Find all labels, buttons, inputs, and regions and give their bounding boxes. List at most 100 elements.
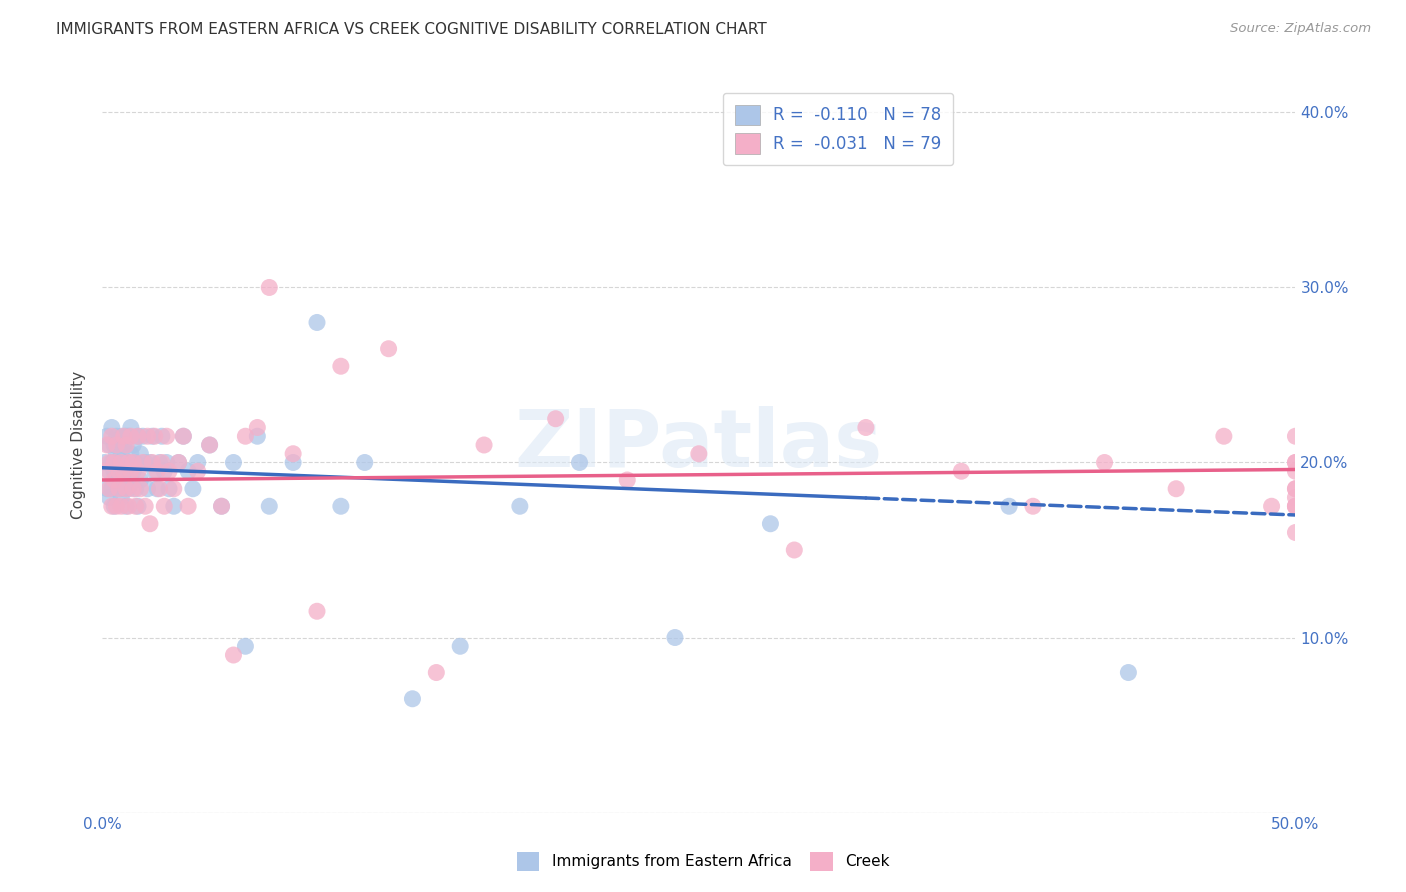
Point (100, 420, 122, 434)
Point (1284, 464, 1306, 478)
Point (117, 500, 139, 514)
Point (148, 455, 170, 469)
Point (353, 455, 375, 469)
Text: IMMIGRANTS FROM EASTERN AFRICA VS CREEK COGNITIVE DISABILITY CORRELATION CHART: IMMIGRANTS FROM EASTERN AFRICA VS CREEK … (56, 22, 768, 37)
Point (329, 359, 352, 374)
Point (132, 429, 155, 443)
Point (117, 455, 139, 469)
Point (1166, 482, 1188, 496)
Point (122, 482, 145, 496)
Point (112, 438, 135, 452)
Point (139, 516, 162, 531)
Point (1284, 500, 1306, 514)
Point (115, 464, 138, 478)
Point (156, 455, 179, 469)
Point (129, 482, 152, 496)
Point (98, 482, 121, 496)
Point (855, 420, 877, 434)
Point (122, 464, 145, 478)
Point (108, 482, 131, 496)
Point (141, 429, 163, 443)
Point (167, 455, 190, 469)
Point (127, 464, 149, 478)
Point (1118, 665, 1140, 680)
Point (759, 516, 782, 531)
Point (110, 429, 132, 443)
Point (115, 429, 138, 443)
Point (127, 429, 149, 443)
Point (117, 429, 139, 443)
Point (305, 316, 328, 330)
Point (1284, 455, 1306, 469)
Point (148, 482, 170, 496)
Point (120, 420, 142, 434)
Point (146, 482, 169, 496)
Point (1284, 482, 1306, 496)
Point (222, 648, 245, 662)
Point (136, 482, 159, 496)
Point (132, 455, 155, 469)
Point (187, 455, 209, 469)
Point (112, 429, 135, 443)
Point (259, 500, 281, 514)
Point (127, 500, 149, 514)
Point (112, 464, 135, 478)
Point (157, 482, 180, 496)
Point (105, 500, 128, 514)
Point (129, 473, 152, 487)
Point (120, 464, 142, 478)
Point (103, 473, 125, 487)
Point (156, 429, 179, 443)
Point (129, 447, 152, 461)
Point (153, 500, 176, 514)
Point (93, 464, 115, 478)
Point (167, 455, 190, 469)
Point (157, 464, 180, 478)
Point (112, 482, 135, 496)
Point (108, 482, 131, 496)
Point (146, 464, 169, 478)
Point (110, 455, 132, 469)
Point (544, 411, 567, 425)
Point (568, 455, 591, 469)
Point (120, 429, 142, 443)
Point (246, 420, 269, 434)
Point (96, 429, 118, 443)
Point (177, 464, 200, 478)
Point (177, 500, 200, 514)
Point (110, 447, 132, 461)
Point (122, 455, 145, 469)
Legend: Immigrants from Eastern Africa, Creek: Immigrants from Eastern Africa, Creek (508, 843, 898, 880)
Point (117, 455, 139, 469)
Point (108, 455, 131, 469)
Point (377, 342, 399, 356)
Point (93, 455, 115, 469)
Point (172, 429, 194, 443)
Point (187, 464, 209, 478)
Legend: R =  -0.110   N = 78, R =  -0.031   N = 79: R = -0.110 N = 78, R = -0.031 N = 79 (723, 93, 953, 165)
Point (98, 455, 121, 469)
Point (103, 464, 125, 478)
Point (198, 438, 221, 452)
Point (100, 482, 122, 496)
Point (1260, 500, 1282, 514)
Point (181, 482, 204, 496)
Point (163, 482, 186, 496)
Point (100, 455, 122, 469)
Point (305, 604, 328, 618)
Point (1212, 429, 1234, 443)
Point (96, 438, 118, 452)
Point (108, 438, 131, 452)
Point (472, 438, 495, 452)
Point (134, 500, 156, 514)
Point (110, 491, 132, 505)
Point (783, 543, 806, 558)
Point (122, 438, 145, 452)
Point (115, 455, 138, 469)
Point (998, 500, 1021, 514)
Point (1284, 429, 1306, 443)
Point (425, 665, 447, 680)
Point (281, 447, 304, 461)
Point (509, 500, 531, 514)
Point (1284, 491, 1306, 505)
